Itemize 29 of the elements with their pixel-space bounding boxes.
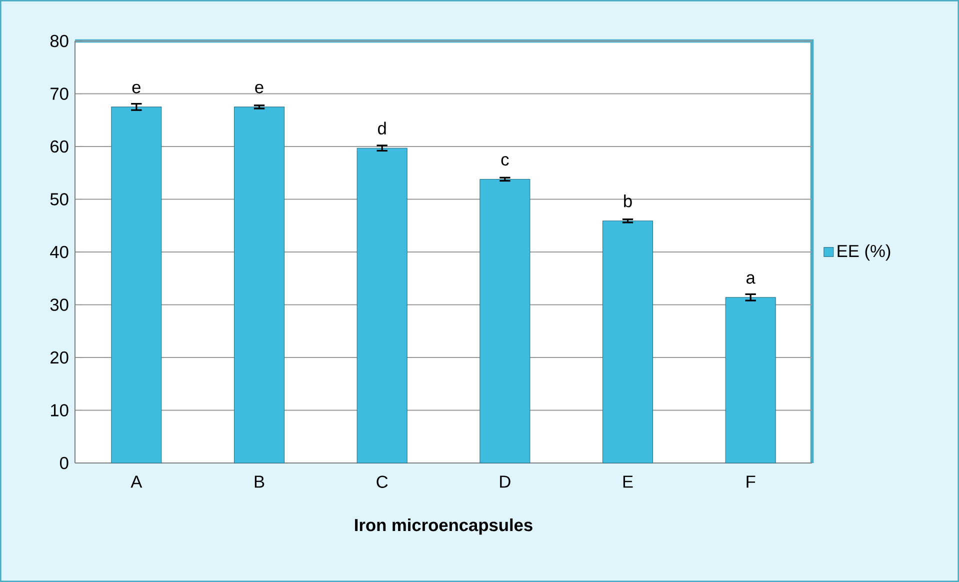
x-tick-label: E xyxy=(623,476,633,488)
bar xyxy=(111,106,162,464)
x-tick-label: C xyxy=(376,476,388,488)
bar xyxy=(356,148,408,464)
bar xyxy=(602,220,654,464)
y-tick-label: 40 xyxy=(50,246,68,258)
bar xyxy=(234,106,285,464)
legend-label: EE (%) xyxy=(838,244,890,261)
y-tick-label: 70 xyxy=(50,88,68,100)
bar xyxy=(725,297,776,464)
y-tick-label: 80 xyxy=(50,34,68,48)
y-tick-label: 50 xyxy=(50,193,68,206)
annotation: a xyxy=(746,274,756,284)
bar xyxy=(480,178,530,464)
y-tick-label: 30 xyxy=(50,298,68,311)
y-tick-label: 20 xyxy=(50,351,68,364)
x-tick-label: A xyxy=(130,476,142,488)
x-tick-label: F xyxy=(746,476,756,488)
annotation: e xyxy=(132,84,140,94)
annotation: c xyxy=(501,156,509,166)
annotation: e xyxy=(255,84,264,94)
annotation: b xyxy=(624,194,632,208)
y-tick-label: 0 xyxy=(60,456,68,470)
y-tick-label: 10 xyxy=(51,404,68,416)
x-axis-title: Iron microencapsules xyxy=(355,518,532,535)
x-tick-label: D xyxy=(500,476,510,488)
y-tick-label: 60 xyxy=(50,140,68,153)
annotation: d xyxy=(378,122,386,134)
x-tick-label: B xyxy=(254,476,264,488)
